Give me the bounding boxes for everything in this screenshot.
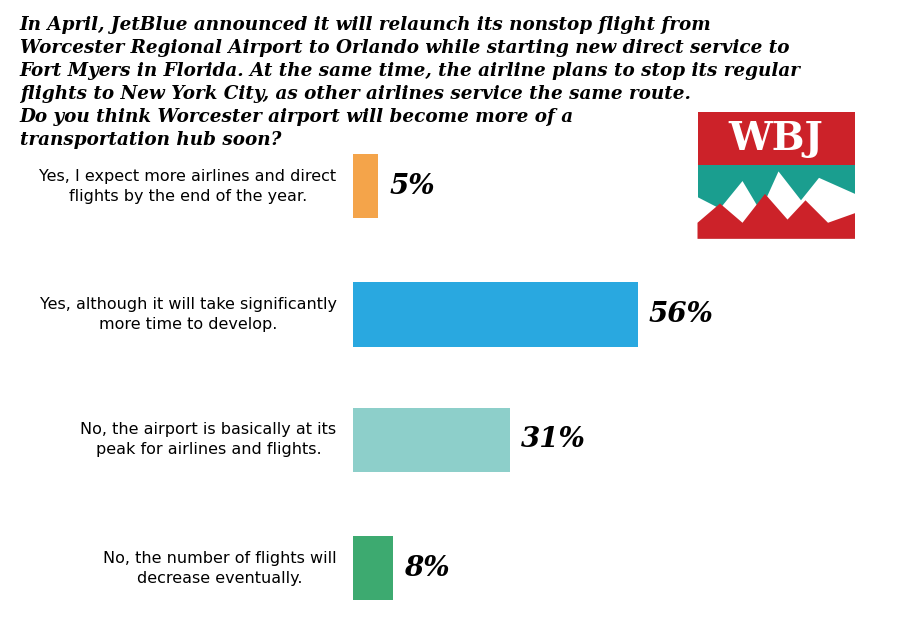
Text: In April, JetBlue announced it will relaunch its nonstop flight from
Worcester R: In April, JetBlue announced it will rela… (20, 16, 801, 148)
Bar (698, 112, 855, 165)
Text: Yes, although it will take significantly
more time to develop.: Yes, although it will take significantly… (40, 297, 337, 332)
Text: 8%: 8% (404, 555, 450, 582)
Bar (353, 536, 393, 600)
Polygon shape (698, 171, 855, 239)
Text: 31%: 31% (521, 426, 586, 453)
Bar (353, 154, 378, 218)
Text: 56%: 56% (648, 301, 713, 328)
Bar (698, 165, 855, 239)
Polygon shape (698, 194, 855, 239)
Text: No, the number of flights will
decrease eventually.: No, the number of flights will decrease … (103, 551, 337, 586)
Text: No, the airport is basically at its
peak for airlines and flights.: No, the airport is basically at its peak… (80, 422, 337, 457)
Bar (353, 282, 637, 347)
Text: Yes, I expect more airlines and direct
flights by the end of the year.: Yes, I expect more airlines and direct f… (40, 169, 337, 204)
Text: 5%: 5% (389, 173, 435, 200)
Bar (353, 408, 510, 472)
Text: WBJ: WBJ (729, 119, 824, 158)
